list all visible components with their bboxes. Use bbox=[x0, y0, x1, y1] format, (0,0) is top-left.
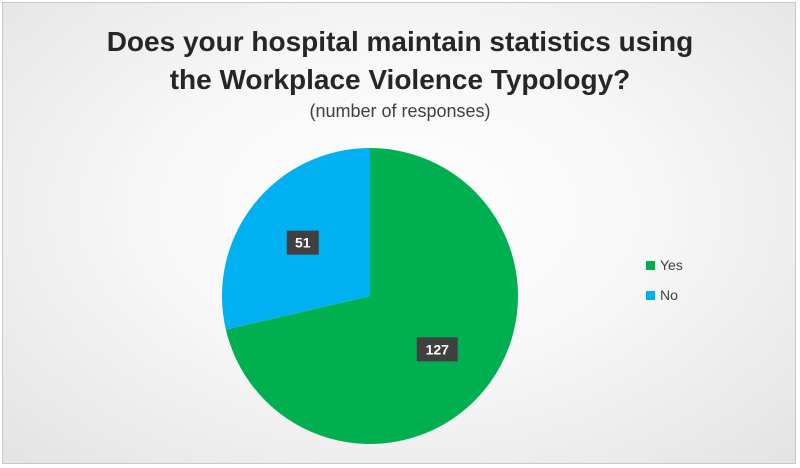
data-label-text: 51 bbox=[295, 235, 311, 251]
data-label-text: 127 bbox=[426, 341, 450, 357]
data-label-no: 51 bbox=[286, 230, 319, 255]
legend-item-yes: Yes bbox=[646, 257, 683, 273]
data-label-box bbox=[286, 230, 319, 255]
chart-subtitle: (number of responses) bbox=[309, 101, 491, 121]
legend-label-no: No bbox=[660, 287, 678, 303]
data-label-yes: 127 bbox=[416, 337, 458, 362]
pie-slice-yes bbox=[225, 148, 518, 444]
legend-item-no: No bbox=[646, 287, 678, 303]
chart-title-line-1: Does your hospital maintain statistics u… bbox=[106, 26, 694, 57]
chart-title-line-2: the Workplace Violence Typology? bbox=[169, 64, 631, 95]
data-label-box bbox=[416, 337, 458, 362]
legend-swatch-no bbox=[646, 290, 655, 300]
legend-swatch-yes bbox=[646, 260, 655, 270]
legend-label-yes: Yes bbox=[660, 257, 683, 273]
